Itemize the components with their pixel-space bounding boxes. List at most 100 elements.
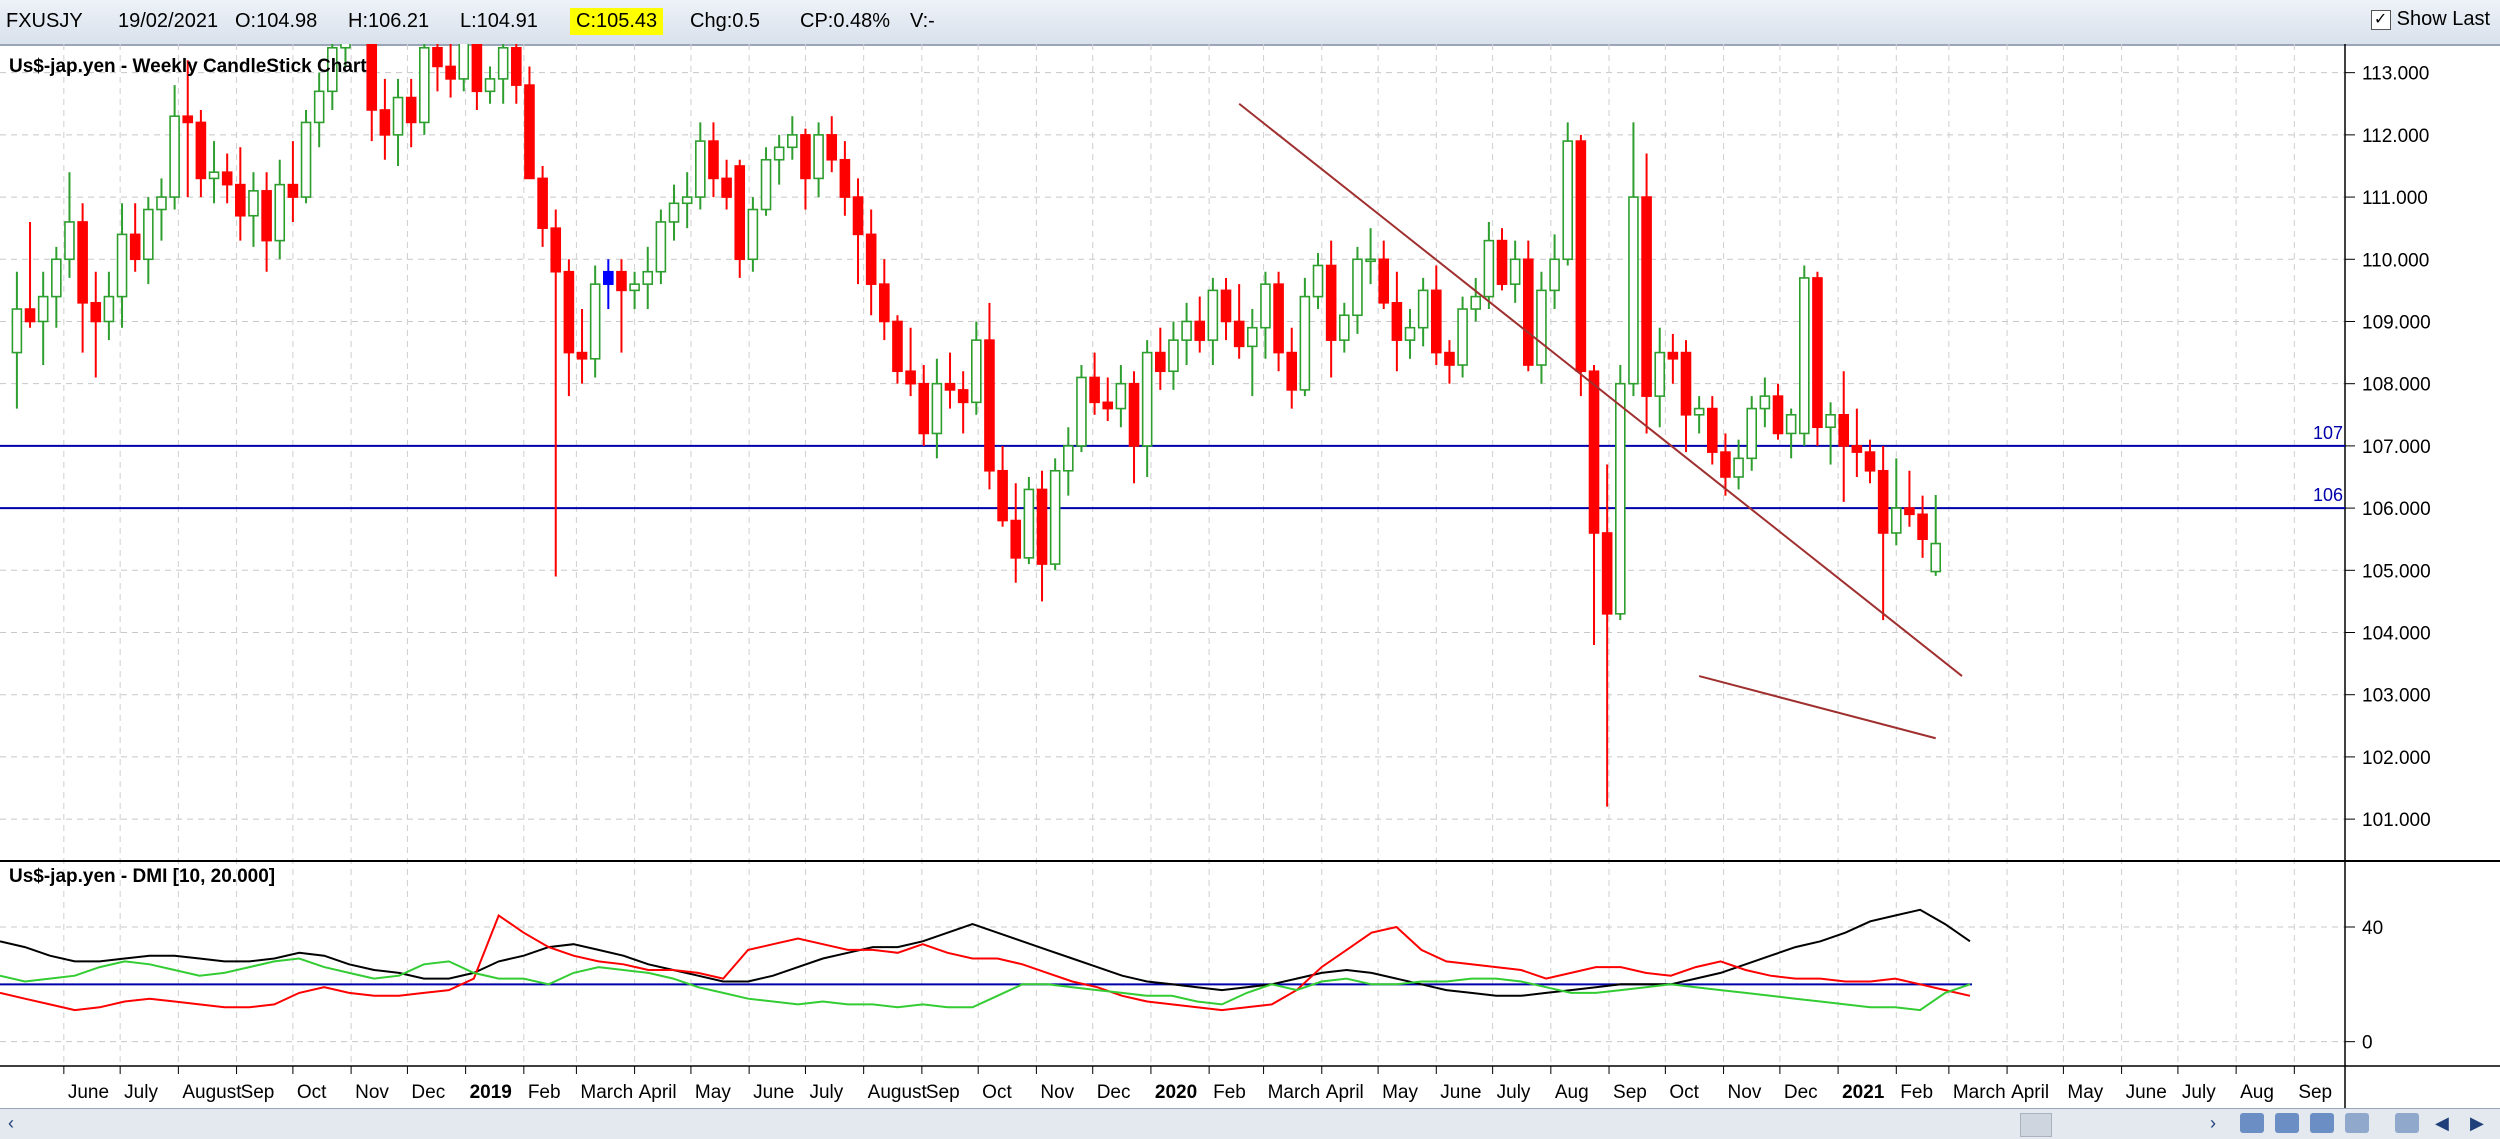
zoom-out-icon[interactable] — [2275, 1113, 2299, 1133]
time-axis-label: 2019 — [470, 1082, 512, 1103]
step-forward-icon[interactable]: ▶ — [2470, 1113, 2484, 1133]
time-axis-label: Feb — [528, 1082, 561, 1103]
time-axis-label: Nov — [355, 1082, 389, 1103]
candle-body — [1654, 351, 1666, 397]
time-axis-label: Dec — [411, 1082, 445, 1103]
time-axis-label: Nov — [1040, 1082, 1074, 1103]
candle-body — [773, 146, 785, 161]
candle-body — [511, 46, 522, 86]
quote-close: C:105.43 — [570, 8, 664, 35]
chart-area[interactable]: 101.000 102.000 103.000 104.000 105.000 106.0… — [0, 44, 2500, 1108]
candle-body — [1470, 295, 1482, 310]
support-line-label: 106 — [2313, 485, 2343, 505]
candle-body — [1391, 302, 1403, 341]
time-axis-label: April — [1326, 1082, 1364, 1103]
candle-body — [1155, 351, 1166, 373]
candle-body — [668, 202, 680, 223]
show-last-checkbox[interactable]: ✓ — [2370, 9, 2391, 30]
price-tick-label: 109.000 — [2362, 312, 2431, 333]
candle-body — [51, 258, 62, 298]
quote-low: L:104.91 — [460, 10, 538, 32]
candle-body — [708, 140, 719, 180]
jump-end-icon[interactable] — [2395, 1113, 2419, 1133]
scroll-right-arrow-icon[interactable]: › — [2210, 1113, 2216, 1133]
candle-body — [1089, 376, 1100, 404]
candle-body — [1851, 445, 1863, 453]
price-tick-label: 112.000 — [2362, 126, 2429, 147]
quote-bar: FXUSJY 19/02/2021 O:104.98 H:106.21 L:10… — [0, 0, 2500, 46]
candle-body — [103, 295, 115, 323]
candle-body — [24, 308, 36, 323]
candle-body — [1536, 289, 1547, 366]
time-axis-label: Sep — [2298, 1082, 2332, 1103]
candle-body — [1207, 289, 1219, 341]
scroll-bar[interactable]: ‹ › ◀ ▶ — [0, 1108, 2500, 1139]
candle-body — [984, 339, 995, 472]
candle-body — [1838, 413, 1850, 447]
candle-body — [1825, 413, 1836, 429]
candle-body — [1812, 277, 1823, 429]
candle-body — [1877, 469, 1889, 534]
candle-body — [1378, 258, 1390, 304]
candle-body — [1746, 407, 1758, 460]
candle-body — [64, 221, 75, 261]
price-tick-label: 113.000 — [2362, 64, 2429, 85]
price-tick-label: 111.000 — [2362, 188, 2428, 209]
candle-body — [892, 320, 903, 373]
candle-body — [971, 339, 982, 404]
pan-icon[interactable] — [2345, 1113, 2369, 1133]
time-axis-label: Aug — [1555, 1082, 1589, 1103]
candle-body — [931, 382, 943, 435]
time-axis-label: April — [2011, 1082, 2049, 1103]
candles — [11, 44, 1942, 807]
price-tick-label: 103.000 — [2362, 686, 2431, 707]
scroll-thumb[interactable] — [2020, 1113, 2052, 1137]
trendline — [1238, 102, 1963, 677]
candle-body — [1023, 488, 1035, 559]
zoom-fit-icon[interactable] — [2310, 1113, 2334, 1133]
step-back-icon[interactable]: ◀ — [2435, 1113, 2449, 1133]
candle-body — [261, 190, 272, 242]
candle-body — [800, 134, 811, 180]
candle-body — [484, 78, 496, 93]
support-line-label: 107 — [2313, 423, 2343, 443]
show-last-label: Show Last — [2396, 8, 2490, 30]
scroll-left-arrow-icon[interactable]: ‹ — [8, 1113, 14, 1133]
candle-body — [550, 227, 562, 273]
support-lines: 107 106 — [0, 423, 2345, 510]
candle-body — [195, 121, 207, 180]
candle-body — [563, 270, 575, 354]
candle-body — [248, 190, 259, 217]
time-axis-label: Dec — [1097, 1082, 1131, 1103]
trendlines — [1238, 102, 1963, 740]
time-axis-label: Sep — [1613, 1082, 1647, 1103]
candle-body — [1720, 451, 1731, 478]
price-tick-label: 105.000 — [2362, 561, 2431, 582]
price-tick-label: 104.000 — [2362, 624, 2431, 645]
dmi-lines — [0, 908, 1972, 1012]
candle-body — [1667, 351, 1679, 360]
candle-body — [1168, 339, 1179, 373]
candle-body — [616, 270, 627, 292]
candle-body — [839, 158, 851, 198]
time-axis-label: July — [1497, 1082, 1531, 1103]
candle-body — [1496, 239, 1508, 285]
time-axis-label: June — [68, 1082, 109, 1103]
candle-body — [721, 177, 732, 198]
candle-body — [1483, 239, 1495, 298]
candle-body — [1601, 532, 1613, 615]
candle-body — [734, 165, 746, 261]
candle-body — [1772, 395, 1784, 435]
candle-body — [1141, 351, 1153, 447]
zoom-in-icon[interactable] — [2240, 1113, 2264, 1133]
candle-body — [879, 283, 890, 323]
candle-body — [1457, 308, 1468, 366]
candle-body — [1049, 469, 1061, 565]
candle-body — [392, 96, 404, 136]
price-tick-label: 110.000 — [2362, 250, 2429, 271]
time-axis-label: Feb — [1213, 1082, 1246, 1103]
candle-body — [327, 46, 338, 93]
candle-body — [458, 44, 470, 80]
show-last-toggle[interactable]: ✓ Show Last — [2370, 8, 2490, 31]
candle-body — [1352, 258, 1363, 317]
